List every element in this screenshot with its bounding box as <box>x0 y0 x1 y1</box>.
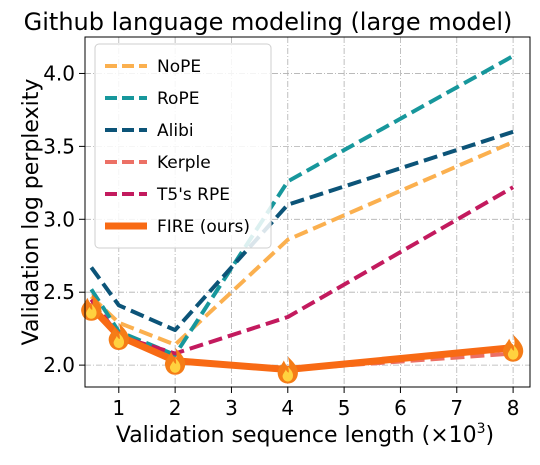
x-axis-label-exponent: 3 <box>477 421 486 437</box>
legend-label: FIRE (ours) <box>157 217 250 237</box>
plot-frame <box>84 36 531 388</box>
y-tick-label: 2.0 <box>43 353 75 377</box>
y-ticks: 2.0 2.5 3.0 3.5 4.0 <box>43 61 85 377</box>
x-tick-label: 1 <box>112 396 125 420</box>
legend: NoPE RoPE Alibi Kerple T5's RPE FIRE (ours) <box>94 43 272 249</box>
chart-title: Github language modeling (large model) <box>24 8 513 36</box>
legend-box <box>94 43 272 249</box>
x-ticks: 1 2 3 4 5 6 7 8 <box>112 387 519 420</box>
legend-label: RoPE <box>157 89 199 109</box>
x-axis-label-close: ) <box>486 423 495 448</box>
y-axis-label: Validation log perplexity <box>19 79 44 346</box>
x-axis-label: Validation sequence length (×103) <box>116 421 494 448</box>
y-tick-label: 3.5 <box>43 134 75 158</box>
series-line-alibi <box>89 129 514 333</box>
legend-label: NoPE <box>157 57 201 77</box>
y-tick-label: 3.0 <box>43 207 75 231</box>
x-tick-label: 3 <box>225 396 238 420</box>
y-tick-label: 2.5 <box>43 280 75 304</box>
legend-label: T5's RPE <box>156 185 230 205</box>
y-tick-label: 4.0 <box>43 61 75 85</box>
x-tick-label: 2 <box>169 396 182 420</box>
x-tick-label: 6 <box>394 396 407 420</box>
legend-label: Kerple <box>157 153 211 173</box>
x-tick-label: 4 <box>281 396 294 420</box>
x-tick-label: 5 <box>338 396 351 420</box>
legend-label: Alibi <box>157 121 194 141</box>
x-tick-label: 8 <box>507 396 520 420</box>
x-axis-label-main: Validation sequence length (×10 <box>116 423 477 448</box>
x-tick-label: 7 <box>450 396 463 420</box>
